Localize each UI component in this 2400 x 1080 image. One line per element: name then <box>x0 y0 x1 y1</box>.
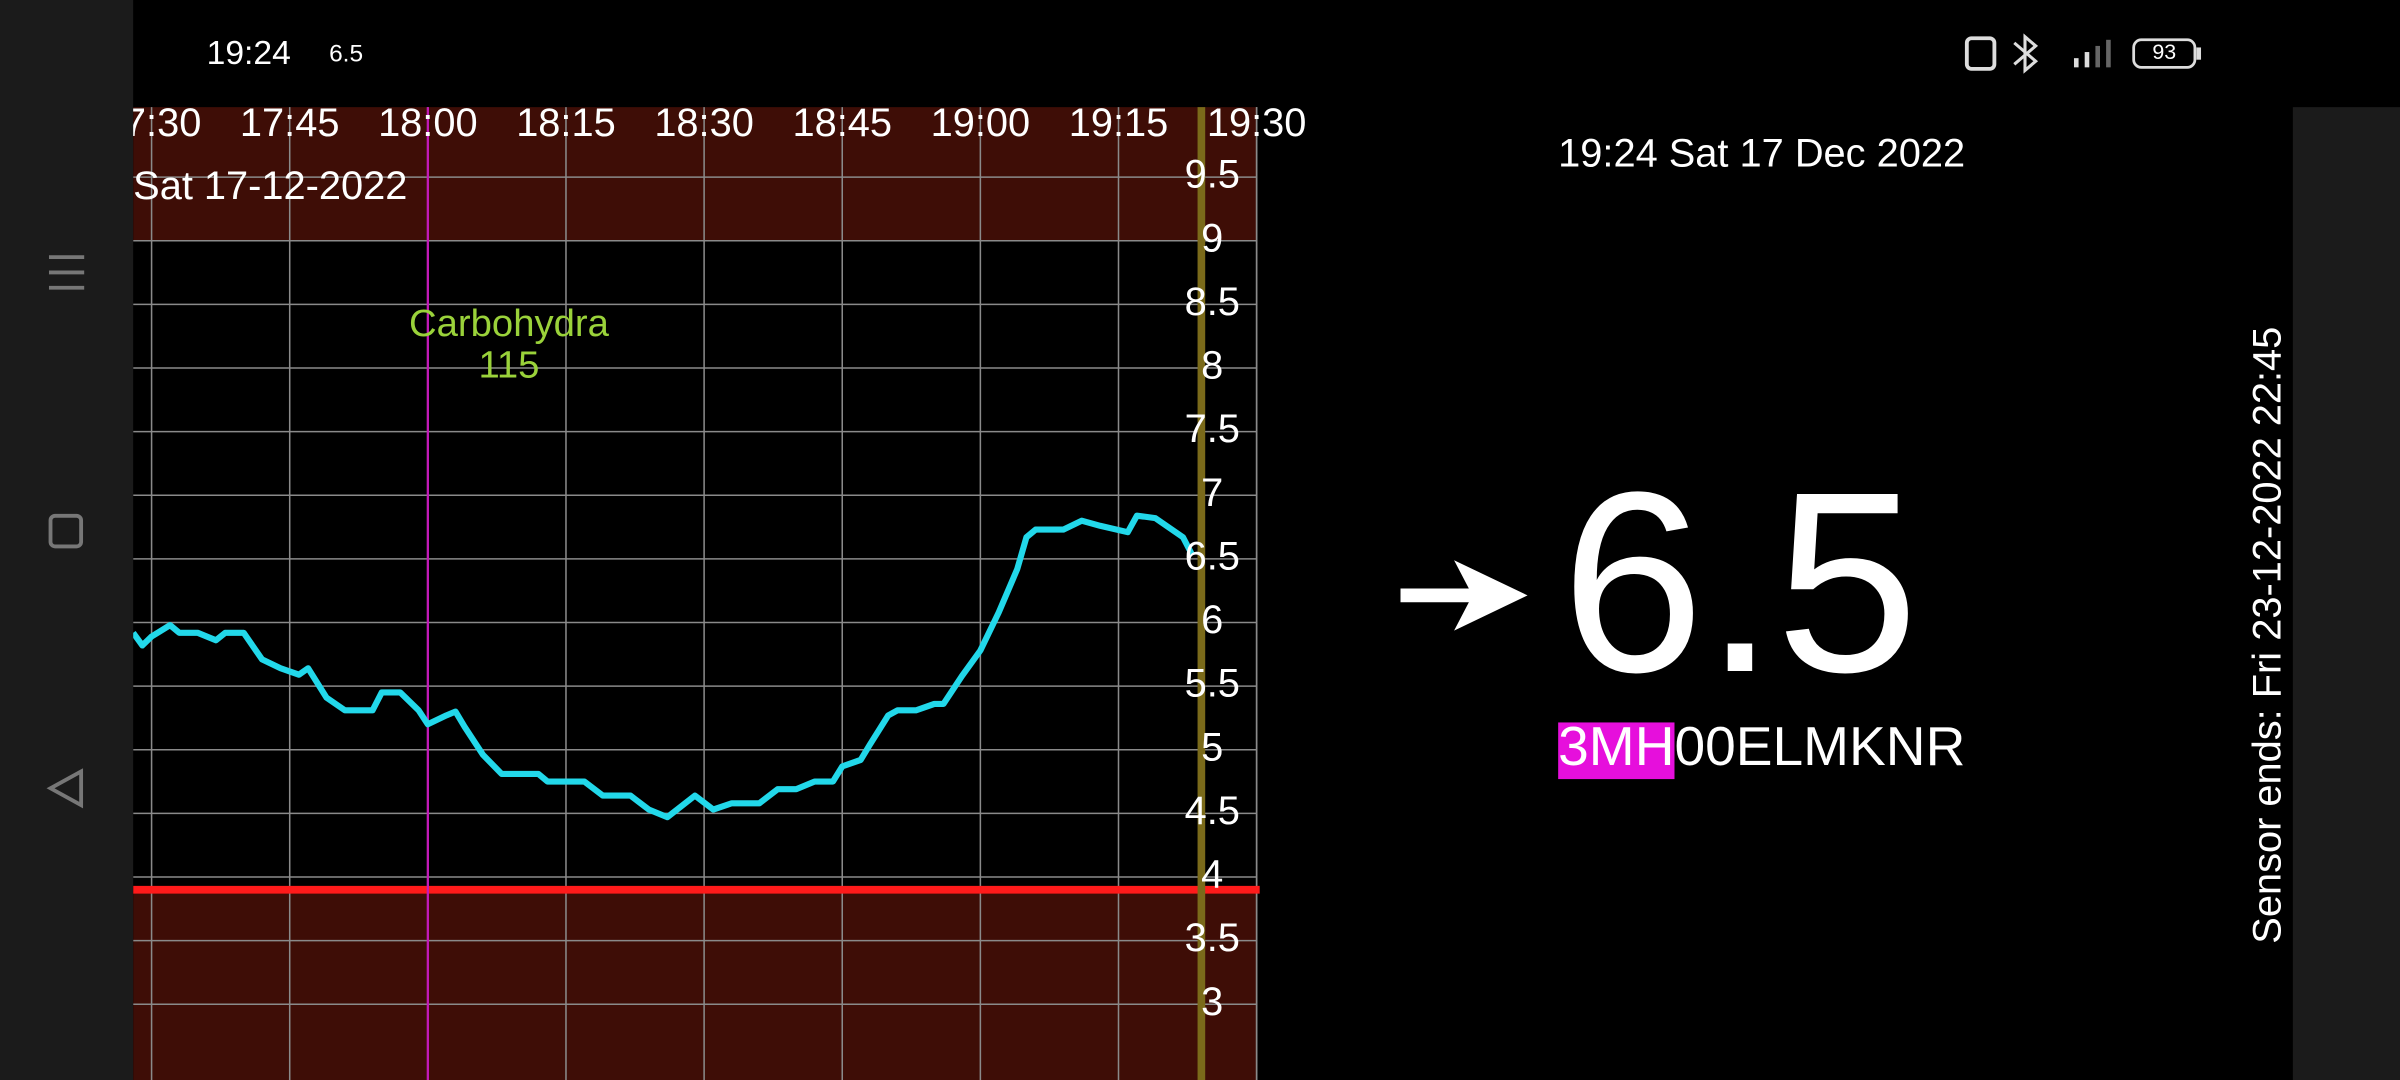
annotation-text: Carbohydra <box>409 302 610 345</box>
current-reading: 6.5 <box>1561 439 1918 726</box>
menu-button[interactable] <box>48 255 85 290</box>
y-tick-label: 3 <box>1201 980 1223 1024</box>
x-tick-label: 19:00 <box>931 101 1031 145</box>
bluetooth-icon <box>2013 33 2039 74</box>
nav-icons <box>46 255 85 809</box>
y-tick-label: 7.5 <box>1185 407 1240 451</box>
chart-labels: 3 3.5 4 4.5 5 5.5 6 6.5 7 7.5 8 8.5 9 9.5 17:45 18:00 18… <box>240 101 1306 1024</box>
y-tick-label: 8.5 <box>1185 280 1240 324</box>
side-bar <box>2292 107 2400 1080</box>
serial-highlight-bg <box>1558 722 1675 780</box>
x-tick-label: 17:30 <box>102 101 202 145</box>
nfc-icon <box>1964 36 1997 71</box>
home-button[interactable] <box>48 513 84 549</box>
annotation-value: 115 <box>478 343 539 386</box>
status-icons <box>1964 33 2202 74</box>
x-tick-label: 18:00 <box>378 101 478 145</box>
y-tick-label: 3.5 <box>1185 916 1240 960</box>
status-time: 19:24 <box>207 35 291 72</box>
x-tick-label: 18:45 <box>792 101 892 145</box>
signal-bar <box>2084 52 2090 68</box>
back-button[interactable] <box>46 768 84 809</box>
signal-bar <box>2073 58 2079 68</box>
battery-level: 93 <box>2152 40 2176 64</box>
y-tick-label: 6.5 <box>1185 534 1240 578</box>
low-zone <box>133 889 1257 1080</box>
battery-icon <box>2132 38 2197 69</box>
serial-highlight: 3MH <box>1558 715 1674 777</box>
y-tick-label: 4 <box>1201 853 1223 897</box>
trend-arrow <box>1400 560 1528 631</box>
y-tick-label: 4.5 <box>1185 789 1240 833</box>
signal-bar <box>2095 45 2100 68</box>
y-tick-label: 8 <box>1201 344 1223 388</box>
date-label: Sat 17-12-2022 <box>133 164 407 208</box>
high-zone <box>133 107 1257 241</box>
arrow-head <box>1454 560 1528 631</box>
chart: 17:30 Sat 17-12-2022 <box>102 101 1260 1080</box>
y-tick-label: 9.5 <box>1185 153 1240 197</box>
y-tick-label: 6 <box>1201 598 1223 642</box>
status-reading: 6.5 <box>329 41 363 68</box>
x-tick-label: 19:30 <box>1207 101 1307 145</box>
signal-bar <box>2106 39 2111 68</box>
serial-rest: 00ELMKNR <box>1674 715 1965 777</box>
y-tick-label: 9 <box>1201 216 1223 260</box>
y-tick-label: 7 <box>1201 471 1223 515</box>
x-tick-label: 19:15 <box>1069 101 1169 145</box>
glucose-line <box>133 512 1195 821</box>
y-tick-label: 5.5 <box>1185 662 1240 706</box>
nav-bar <box>0 0 134 1080</box>
current-datetime: 19:24 Sat 17 Dec 2022 <box>1558 132 1965 176</box>
x-tick-label: 18:30 <box>654 101 754 145</box>
y-tick-label: 5 <box>1201 725 1223 769</box>
sensor-serial: 3MH00ELMKNR <box>1558 715 1965 777</box>
sensor-ends: Sensor ends: Fri 23-12-2022 22:45 <box>2245 327 2289 944</box>
x-tick-label: 18:15 <box>516 101 616 145</box>
x-tick-label: 17:45 <box>240 101 340 145</box>
battery-tip <box>2196 47 2202 60</box>
